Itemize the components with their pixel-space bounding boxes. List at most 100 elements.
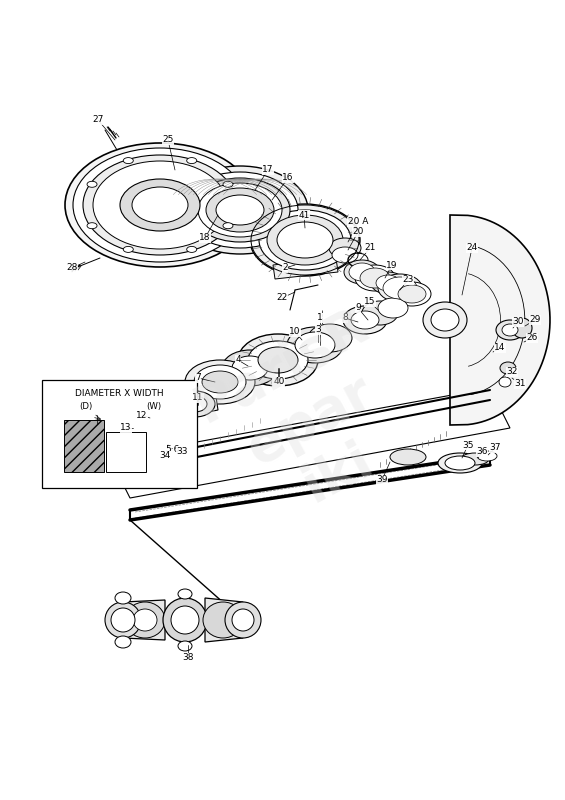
- Ellipse shape: [179, 447, 193, 457]
- Text: 1: 1: [317, 314, 323, 322]
- Ellipse shape: [198, 183, 282, 237]
- Ellipse shape: [183, 396, 207, 412]
- Ellipse shape: [115, 592, 131, 604]
- Ellipse shape: [115, 636, 131, 648]
- Ellipse shape: [185, 360, 255, 404]
- Text: 41: 41: [298, 210, 310, 219]
- Ellipse shape: [267, 215, 343, 265]
- Ellipse shape: [343, 306, 387, 334]
- Ellipse shape: [376, 275, 400, 291]
- Ellipse shape: [423, 302, 467, 338]
- Ellipse shape: [277, 222, 333, 258]
- Ellipse shape: [461, 453, 489, 465]
- Ellipse shape: [512, 318, 532, 338]
- Ellipse shape: [186, 246, 197, 253]
- Ellipse shape: [178, 589, 192, 599]
- Ellipse shape: [194, 365, 246, 399]
- Ellipse shape: [360, 268, 390, 288]
- Ellipse shape: [500, 362, 516, 374]
- Ellipse shape: [93, 161, 227, 249]
- Polygon shape: [273, 258, 338, 279]
- Text: 22: 22: [276, 294, 288, 302]
- Text: 11: 11: [192, 394, 204, 402]
- Text: 19: 19: [386, 261, 398, 270]
- Text: 30: 30: [512, 318, 524, 326]
- Ellipse shape: [502, 324, 518, 336]
- Ellipse shape: [190, 178, 290, 242]
- Text: 25: 25: [162, 135, 173, 145]
- Polygon shape: [123, 600, 165, 640]
- Ellipse shape: [170, 452, 180, 460]
- Bar: [64, 420, 104, 472]
- Text: 38: 38: [182, 654, 194, 662]
- Text: 29: 29: [529, 315, 541, 325]
- Polygon shape: [205, 598, 243, 642]
- Text: 3: 3: [315, 326, 321, 334]
- Text: 12: 12: [136, 410, 147, 419]
- Ellipse shape: [308, 324, 352, 352]
- Text: 31: 31: [514, 379, 526, 389]
- Ellipse shape: [65, 143, 255, 267]
- Ellipse shape: [175, 391, 215, 417]
- Ellipse shape: [393, 282, 431, 306]
- Ellipse shape: [355, 265, 395, 291]
- Ellipse shape: [222, 350, 278, 386]
- Text: 28: 28: [66, 263, 78, 273]
- Ellipse shape: [172, 166, 308, 254]
- Text: 16: 16: [282, 174, 294, 182]
- Ellipse shape: [378, 298, 408, 318]
- Polygon shape: [450, 215, 550, 425]
- Ellipse shape: [344, 260, 380, 284]
- Text: 2: 2: [282, 263, 288, 273]
- Ellipse shape: [157, 439, 169, 447]
- Ellipse shape: [87, 182, 97, 187]
- Ellipse shape: [438, 453, 482, 473]
- Text: 17: 17: [262, 166, 274, 174]
- Ellipse shape: [186, 158, 197, 163]
- Ellipse shape: [232, 609, 254, 631]
- Ellipse shape: [124, 420, 148, 436]
- Ellipse shape: [362, 301, 398, 325]
- Text: 4: 4: [235, 355, 241, 365]
- Bar: [106, 432, 146, 472]
- Ellipse shape: [499, 377, 511, 387]
- Ellipse shape: [163, 598, 207, 642]
- Text: 26: 26: [527, 334, 538, 342]
- Ellipse shape: [295, 332, 335, 358]
- Ellipse shape: [445, 456, 475, 470]
- Text: 20 A: 20 A: [348, 218, 368, 226]
- Ellipse shape: [125, 602, 165, 638]
- Text: 32: 32: [506, 367, 518, 377]
- Ellipse shape: [329, 238, 361, 258]
- Ellipse shape: [171, 606, 199, 634]
- Text: ParisR
epar
iki: ParisR epar iki: [186, 300, 434, 540]
- Ellipse shape: [206, 188, 274, 232]
- Ellipse shape: [390, 449, 426, 465]
- Ellipse shape: [129, 423, 143, 433]
- Text: 8: 8: [342, 314, 348, 322]
- Ellipse shape: [111, 608, 135, 632]
- Ellipse shape: [351, 311, 379, 329]
- Text: 40: 40: [272, 378, 284, 386]
- Text: 21: 21: [364, 243, 376, 253]
- Ellipse shape: [136, 407, 168, 429]
- Ellipse shape: [378, 274, 422, 302]
- Ellipse shape: [203, 602, 243, 638]
- Ellipse shape: [238, 334, 318, 386]
- Text: 37: 37: [489, 443, 501, 453]
- Ellipse shape: [133, 609, 157, 631]
- Text: 5·6: 5·6: [165, 446, 179, 454]
- Ellipse shape: [250, 204, 360, 276]
- Text: 24: 24: [466, 243, 477, 253]
- Ellipse shape: [105, 602, 141, 638]
- Text: 36: 36: [476, 447, 488, 457]
- Ellipse shape: [123, 246, 133, 253]
- Ellipse shape: [232, 356, 268, 380]
- Text: 40: 40: [273, 378, 285, 386]
- Ellipse shape: [431, 309, 459, 331]
- Text: DIAMETER X WIDTH: DIAMETER X WIDTH: [75, 390, 164, 398]
- Text: 20: 20: [353, 227, 364, 237]
- Text: 14: 14: [494, 343, 506, 353]
- Ellipse shape: [332, 247, 358, 263]
- Text: 33: 33: [176, 447, 188, 457]
